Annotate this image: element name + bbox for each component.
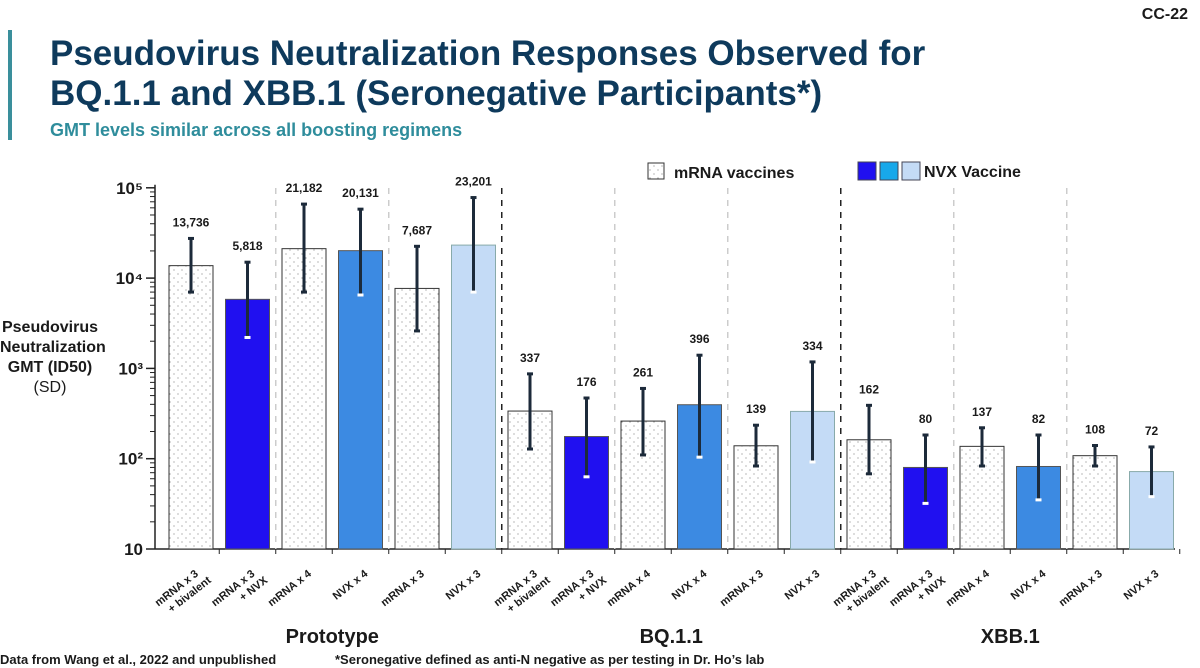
- bar-mrna: [281, 248, 327, 550]
- x-tick-label: mRNA x 3+ NVX: [209, 564, 270, 620]
- data-label: 334: [802, 339, 822, 353]
- data-label: 261: [633, 365, 653, 379]
- group-label: BQ.1.1: [640, 626, 703, 648]
- x-tick-label: mRNA x 3: [1057, 568, 1105, 609]
- data-label: 162: [859, 382, 879, 396]
- x-tick-label: mRNA x 3+ NVX: [548, 564, 609, 620]
- slide-number: CC-22: [1141, 6, 1188, 23]
- bar-mrna: [168, 265, 214, 550]
- bar-nvx_light: [451, 244, 496, 550]
- y-tick-label: 10⁵: [116, 179, 143, 198]
- data-label: 20,131: [342, 186, 379, 200]
- data-label: 23,201: [455, 175, 492, 189]
- x-tick-label: mRNA x 3: [718, 568, 766, 609]
- bar-nvx_mid: [338, 250, 383, 550]
- x-tick-label: NVX x 3: [1122, 568, 1162, 603]
- x-label-line: mRNA x 3: [379, 568, 427, 609]
- data-label: 337: [520, 351, 540, 365]
- x-label-line: NVX x 3: [783, 568, 823, 603]
- x-label-line: NVX x 3: [1122, 568, 1162, 603]
- slide-title: Pseudovirus Neutralization Responses Obs…: [50, 34, 925, 114]
- group-label: Prototype: [286, 626, 379, 648]
- x-tick-label: mRNA x 3+ bivalent: [153, 564, 214, 619]
- x-tick-label: mRNA x 3+ NVX: [887, 564, 948, 620]
- x-tick-label: NVX x 4: [331, 567, 371, 602]
- footnote-seronegative: *Seronegative defined as anti-N negative…: [335, 652, 765, 667]
- x-label-line: NVX x 3: [444, 568, 484, 603]
- subtitle: GMT levels similar across all boosting r…: [50, 120, 463, 140]
- legend-label-mrna: mRNA vaccines: [674, 165, 794, 182]
- ylabel-line: (SD): [33, 379, 67, 396]
- x-label-line: mRNA x 4: [944, 567, 993, 609]
- x-tick-label: mRNA x 3+ bivalent: [492, 564, 553, 619]
- y-tick-label: 10³: [118, 359, 143, 378]
- ylabel-line: Pseudovirus: [1, 319, 99, 336]
- group-label: XBB.1: [981, 626, 1040, 648]
- data-label: 80: [919, 412, 933, 426]
- x-tick-label: mRNA x 4: [944, 567, 993, 609]
- x-tick-label: NVX x 3: [783, 568, 823, 603]
- y-tick-label: 10²: [118, 450, 143, 469]
- bar-mrna: [1072, 455, 1118, 550]
- x-label-line: NVX x 4: [1009, 567, 1049, 602]
- x-label-line: mRNA x 4: [266, 567, 315, 609]
- x-tick-label: mRNA x 3+ bivalent: [831, 564, 892, 619]
- ylabel-line: GMT (ID50): [7, 359, 93, 376]
- y-tick-label: 10: [124, 540, 143, 559]
- data-label: 13,736: [173, 215, 210, 229]
- legend-label-nvx: NVX Vaccine: [924, 164, 1021, 181]
- data-label: 72: [1145, 424, 1159, 438]
- data-label: 21,182: [286, 181, 323, 195]
- x-label-line: mRNA x 3: [718, 568, 766, 609]
- data-label: 137: [972, 405, 992, 419]
- x-tick-label: mRNA x 4: [266, 567, 315, 609]
- y-axis-label: Pseudovirus Neutralization GMT (ID50) (S…: [0, 318, 106, 398]
- data-label: 139: [746, 402, 766, 416]
- x-tick-label: mRNA x 4: [605, 567, 654, 609]
- title-line-2: BQ.1.1 and XBB.1 (Seronegative Participa…: [50, 74, 823, 113]
- x-tick-label: mRNA x 3: [379, 568, 427, 609]
- x-tick-label: NVX x 4: [670, 567, 710, 602]
- x-label-line: mRNA x 3: [1057, 568, 1105, 609]
- data-label: 396: [689, 332, 709, 346]
- x-tick-label: NVX x 3: [444, 568, 484, 603]
- data-label: 7,687: [402, 223, 432, 237]
- x-label-line: NVX x 4: [670, 567, 710, 602]
- legend-swatch-mrna: [647, 162, 665, 180]
- x-label-line: NVX x 4: [331, 567, 371, 602]
- legend-swatch-nvx: [901, 161, 921, 181]
- x-label-line: mRNA x 4: [605, 567, 654, 609]
- x-tick-label: NVX x 4: [1009, 567, 1049, 602]
- y-tick-label: 10⁴: [116, 269, 143, 288]
- ylabel-line: Neutralization: [0, 339, 106, 356]
- legend-swatch-nvx: [857, 161, 877, 181]
- bar-nvx_dark: [225, 298, 270, 550]
- data-label: 5,818: [232, 239, 262, 253]
- footnote-source: Data from Wang et al., 2022 and unpublis…: [0, 652, 277, 667]
- legend-swatch-nvx: [879, 161, 899, 181]
- data-label: 82: [1032, 412, 1046, 426]
- data-label: 176: [576, 375, 596, 389]
- data-label: 108: [1085, 423, 1105, 437]
- title-line-1: Pseudovirus Neutralization Responses Obs…: [50, 34, 926, 73]
- accent-bar: [8, 30, 12, 140]
